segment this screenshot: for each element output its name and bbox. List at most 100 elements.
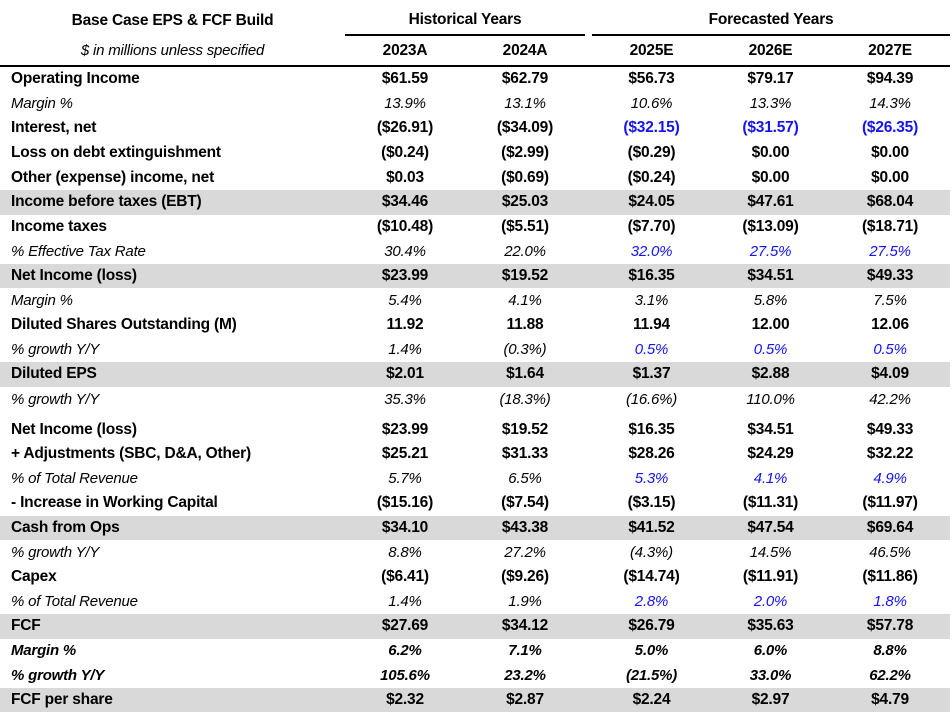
row-label: + Adjustments (SBC, D&A, Other) (11, 445, 251, 463)
cell-2025E: ($3.15) (627, 494, 676, 512)
cell-2026E: $35.63 (747, 617, 794, 635)
table-row: Loss on debt extinguishment ($0.24) ($2.99… (0, 141, 950, 166)
row-label: Income taxes (11, 217, 107, 235)
column-group-historical: Historical Years (345, 6, 585, 36)
row-label: % of Total Revenue (11, 470, 138, 488)
column-spacer (585, 589, 592, 614)
cell-2027E: $4.79 (871, 691, 909, 709)
cell-2023A: $27.69 (381, 617, 429, 635)
cell-2025E: (4.3%) (630, 544, 673, 562)
table-row: Cash from Ops $34.10 $43.38 $41.52 $47.54 $69… (0, 515, 951, 541)
cell-2026E: $2.97 (751, 691, 790, 709)
cell-2025E: $24.05 (628, 193, 675, 211)
cell-2025E: 10.6% (630, 95, 673, 113)
cell-2024A: ($2.99) (501, 144, 549, 162)
table-row: FCF per share $2.32 $2.87 $2.24 $2.97 $4.79 (0, 687, 951, 713)
cell-2024A: 1.9% (508, 593, 542, 611)
column-spacer (585, 565, 592, 590)
column-header-2025e: 2025E (592, 35, 711, 67)
cell-2025E: 3.1% (634, 292, 669, 310)
cell-2024A: 13.1% (504, 95, 546, 113)
cell-2026E: 14.5% (749, 544, 792, 562)
eps-fcf-table: Base Case EPS & FCF Build Historical Yea… (0, 6, 951, 713)
cell-2023A: $2.32 (386, 691, 424, 709)
cell-2027E: ($26.35) (861, 119, 919, 137)
column-spacer (585, 540, 592, 565)
row-label: % Effective Tax Rate (11, 242, 146, 260)
cell-2023A: 1.4% (388, 593, 422, 611)
cell-2027E: 46.5% (869, 544, 911, 562)
cell-2026E: $0.00 (751, 144, 790, 162)
cell-2026E: 5.8% (753, 292, 788, 310)
cell-2023A: ($6.41) (381, 568, 429, 586)
cell-2025E: 0.5% (634, 341, 669, 359)
column-spacer (585, 165, 592, 190)
cell-2025E: 32.0% (630, 242, 673, 260)
cell-2025E: $16.35 (592, 411, 711, 442)
cell-2026E: $79.17 (747, 70, 794, 88)
table-row: Margin % 6.2% 7.1% 5.0% 6.0% 8.8% (0, 639, 950, 664)
table-row: + Adjustments (SBC, D&A, Other) $25.21 $31… (0, 442, 950, 467)
cell-2024A: (0.3%) (503, 341, 547, 359)
cell-2025E: $2.24 (632, 691, 671, 709)
row-label: Income before taxes (EBT) (11, 193, 202, 211)
column-spacer (585, 688, 592, 713)
cell-2023A: 8.8% (388, 544, 422, 562)
row-label: - Increase in Working Capital (11, 494, 218, 512)
cell-2027E: 27.5% (869, 242, 911, 260)
cell-2027E: $0.00 (871, 144, 909, 162)
table-row: Other (expense) income, net $0.03 ($0.69) (… (0, 165, 950, 190)
cell-2025E: ($7.70) (627, 217, 676, 235)
cell-2026E: 12.00 (751, 316, 790, 334)
cell-2025E: $26.79 (628, 617, 675, 635)
cell-2024A: $1.64 (506, 365, 544, 383)
row-label: Cash from Ops (11, 518, 120, 536)
table-row: % Effective Tax Rate 30.4% 22.0% 32.0% 27.5%… (0, 239, 950, 264)
column-spacer (585, 362, 592, 387)
cell-2023A: $25.21 (381, 445, 429, 463)
cell-2025E: $28.26 (628, 445, 675, 463)
cell-2023A: $23.99 (345, 411, 465, 442)
cell-2025E: $41.52 (628, 518, 675, 536)
cell-2027E: $4.09 (871, 365, 909, 383)
cell-2023A: ($10.48) (376, 217, 434, 235)
cell-2023A: 35.3% (384, 390, 426, 408)
row-label: % of Total Revenue (11, 593, 138, 611)
row-label: Loss on debt extinguishment (11, 144, 221, 162)
cell-2026E: $0.00 (751, 168, 790, 186)
cell-2023A: 5.4% (388, 292, 422, 310)
cell-2027E: $57.78 (866, 617, 914, 635)
table-row: Interest, net ($26.91) ($34.09) ($32.15) ($3… (0, 116, 950, 141)
row-label: % growth Y/Y (11, 544, 100, 562)
column-spacer (585, 516, 592, 541)
cell-2026E: 33.0% (749, 667, 792, 685)
cell-2024A: ($34.09) (496, 119, 554, 137)
cell-2024A: ($0.69) (501, 168, 549, 186)
cell-2027E: 8.8% (873, 642, 907, 660)
column-spacer (585, 338, 592, 363)
cell-2024A: ($9.26) (501, 568, 549, 586)
column-spacer (585, 614, 592, 639)
column-spacer (585, 66, 592, 92)
cell-2023A: $0.03 (386, 168, 424, 186)
table-row: % of Total Revenue 1.4% 1.9% 2.8% 2.0% 1.8% (0, 589, 950, 614)
cell-2026E: 27.5% (749, 242, 792, 260)
cell-2027E: 14.3% (869, 95, 911, 113)
eps-fcf-build-sheet: Base Case EPS & FCF Build Historical Yea… (0, 6, 951, 713)
column-spacer (585, 239, 592, 264)
column-header-2023a: 2023A (345, 35, 465, 67)
row-label: Margin % (11, 95, 73, 113)
cell-2026E: 2.0% (753, 593, 788, 611)
cell-2023A: $34.46 (381, 193, 429, 211)
cell-2023A: 105.6% (380, 667, 430, 685)
table-title: Base Case EPS & FCF Build (71, 11, 274, 29)
row-label: % growth Y/Y (11, 341, 100, 359)
column-header-2027e: 2027E (830, 35, 951, 67)
row-label: % growth Y/Y (11, 390, 100, 408)
table-row: - Increase in Working Capital ($15.16) ($7… (0, 491, 950, 516)
cell-2026E: 110.0% (746, 390, 795, 408)
cell-2024A: $43.38 (501, 518, 549, 536)
cell-2025E: (16.6%) (625, 390, 678, 408)
row-label: Margin % (11, 292, 73, 310)
table-row: Diluted EPS $2.01 $1.64 $1.37 $2.88 $4.09 (0, 362, 951, 387)
